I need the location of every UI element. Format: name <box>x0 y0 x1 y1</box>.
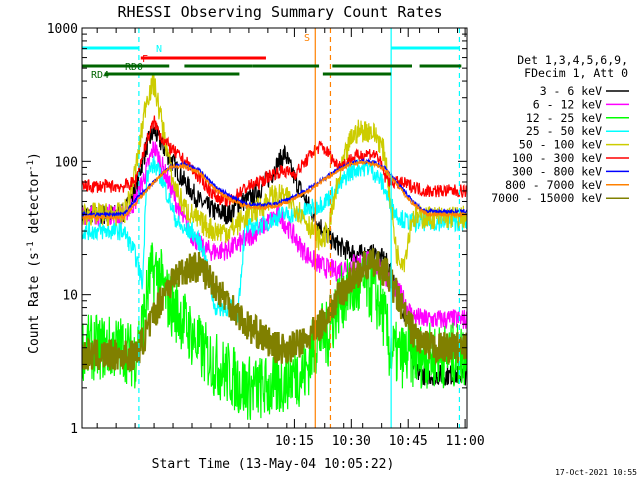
y-axis-label-mid: detector <box>27 171 42 242</box>
plot-frame <box>81 27 468 429</box>
legend-header-line-1: Det 1,3,4,5,6,9, <box>517 53 628 67</box>
footer-date: 17-Oct-2021 10:55 <box>555 468 637 477</box>
legend-header: Det 1,3,4,5,6,9, FDecim 1, Att 0 <box>517 53 628 80</box>
legend-entry-4: 50 - 100 keV <box>519 138 602 152</box>
y-axis-label: Count Rate (s-1 detector-1) <box>26 152 42 354</box>
legend-entry-8: 7000 - 15000 keV <box>491 191 602 205</box>
x-tick-label-1: 10:30 <box>332 434 371 449</box>
series-line-4 <box>82 74 467 273</box>
state-bar-label-rd4: RD4 <box>91 70 109 81</box>
y-tick-label-2: 100 <box>55 155 78 170</box>
y-tick-label-3: 1000 <box>47 22 78 37</box>
y-tick-label-1: 10 <box>62 289 78 304</box>
state-bar-label-rd0: RD0 <box>125 62 143 73</box>
legend-entry-2: 12 - 25 keV <box>526 111 602 125</box>
y-tick-label-0: 1 <box>70 422 78 437</box>
legend-entry-7: 800 - 7000 keV <box>505 178 602 192</box>
y-axis-label-sup: -1 <box>26 241 36 252</box>
series-line-5 <box>82 115 467 207</box>
legend-entry-5: 100 - 300 keV <box>512 151 602 165</box>
series-line-8 <box>82 248 467 372</box>
state-bar-label-f: F <box>142 54 148 65</box>
state-bar-label-s: S <box>304 33 310 44</box>
legend-entry-3: 25 - 50 keV <box>526 124 602 138</box>
x-tick-label-2: 10:45 <box>389 434 428 449</box>
series-line-7 <box>82 160 467 222</box>
y-axis-label-main: Count Rate (s <box>27 252 42 354</box>
y-axis-label-sup2: -1 <box>26 160 36 171</box>
legend-header-line-2: FDecim 1, Att 0 <box>524 66 628 80</box>
y-axis-label-end: ) <box>27 152 42 160</box>
svg-text:Count Rate (s-1 detector-1): Count Rate (s-1 detector-1) <box>26 152 42 354</box>
legend-entry-6: 300 - 800 keV <box>512 164 602 178</box>
legend-entry-1: 6 - 12 keV <box>533 97 602 111</box>
series-line-3 <box>82 155 467 323</box>
chart-title: RHESSI Observing Summary Count Rates <box>117 3 442 21</box>
x-tick-label-0: 10:15 <box>275 434 314 449</box>
x-tick-label-3: 11:00 <box>446 434 485 449</box>
plot-area: FN RD0 RD4 S 1 10 100 1000 10:15 10:30 10:45 11:00 <box>47 22 485 449</box>
x-axis-label: Start Time (13-May-04 10:05:22) <box>152 457 395 472</box>
legend-entry-0: 3 - 6 keV <box>540 84 602 98</box>
state-bar-label-n: N <box>156 44 162 55</box>
series-group <box>82 74 467 420</box>
